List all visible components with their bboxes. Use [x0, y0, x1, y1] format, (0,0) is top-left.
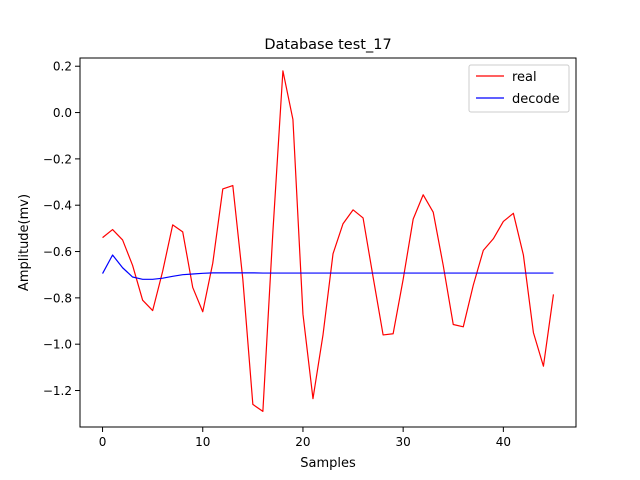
chart-title: Database test_17 — [264, 37, 391, 53]
y-tick-label: −0.2 — [43, 152, 72, 166]
x-axis-label: Samples — [300, 456, 356, 471]
legend-label-real: real — [512, 70, 537, 85]
y-tick-label: −0.6 — [43, 245, 72, 259]
x-axis: 0 10 20 30 40 — [99, 427, 511, 449]
y-tick-label: −0.4 — [43, 199, 72, 213]
x-tick-label: 10 — [195, 435, 210, 449]
y-tick-label: −1.0 — [43, 338, 72, 352]
legend-box — [468, 64, 570, 113]
plot-area — [102, 70, 555, 412]
plot-frame — [79, 57, 577, 428]
x-tick-label: 30 — [396, 435, 411, 449]
y-tick-label: 0.0 — [53, 106, 72, 120]
y-tick-label: 0.2 — [53, 60, 72, 74]
y-tick-label: −1.2 — [43, 384, 72, 398]
legend: real decode — [468, 64, 570, 113]
series-line-real — [102, 70, 555, 412]
series-line-decode — [102, 254, 554, 280]
y-tick-label: −0.8 — [43, 291, 72, 305]
x-tick-label: 0 — [99, 435, 107, 449]
x-tick-label: 20 — [295, 435, 310, 449]
y-axis: 0.2 0.0 −0.2 −0.4 −0.6 −0.8 −1.0 −1.2 — [43, 60, 80, 398]
x-tick-label: 40 — [496, 435, 511, 449]
y-axis-label: Amplitude(mv) — [17, 194, 32, 291]
legend-label-decode: decode — [512, 92, 560, 107]
